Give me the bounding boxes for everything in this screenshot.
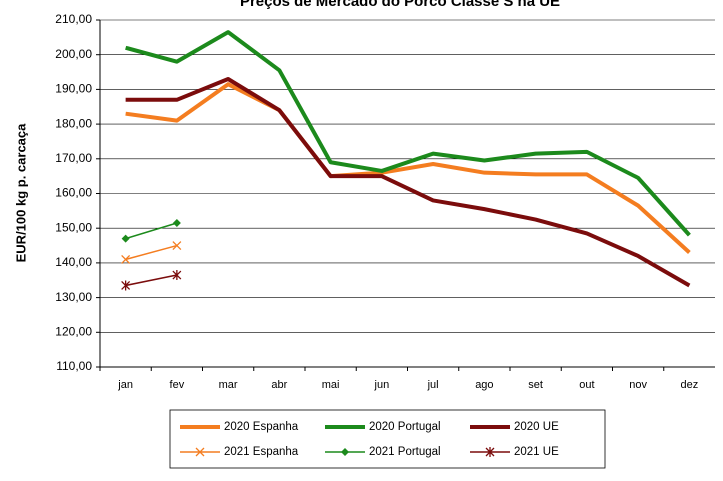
y-tick-label: 200,00 xyxy=(55,47,92,61)
y-tick-label: 180,00 xyxy=(55,116,92,130)
x-tick-label: nov xyxy=(629,379,647,391)
legend-label: 2021 Portugal xyxy=(369,446,441,458)
marker xyxy=(172,241,182,251)
x-tick-label: abr xyxy=(271,379,287,391)
legend-label: 2021 Espanha xyxy=(224,446,299,458)
marker xyxy=(121,254,131,264)
y-tick-label: 170,00 xyxy=(55,151,92,165)
series-line xyxy=(125,222,178,240)
marker xyxy=(121,234,130,243)
legend-box xyxy=(169,409,606,469)
x-tick-label: set xyxy=(528,379,543,391)
series-line xyxy=(125,274,178,287)
x-tick-label: jan xyxy=(117,379,133,391)
y-tick-label: 190,00 xyxy=(55,82,92,96)
chart-title: Preços de Mercado do Porco Classe S na U… xyxy=(240,0,560,10)
legend-label: 2020 Espanha xyxy=(224,421,299,433)
x-tick-label: jun xyxy=(374,379,390,391)
legend-label: 2021 UE xyxy=(514,446,559,458)
x-tick-label: jul xyxy=(427,379,439,391)
x-tick-label: mar xyxy=(219,379,238,391)
x-tick-label: ago xyxy=(475,379,493,391)
x-tick-label: mai xyxy=(322,379,340,391)
marker xyxy=(172,218,181,227)
y-tick-label: 160,00 xyxy=(55,186,92,200)
marker xyxy=(341,448,349,456)
y-tick-label: 120,00 xyxy=(55,324,92,338)
series-line xyxy=(125,82,691,254)
y-tick-label: 150,00 xyxy=(55,220,92,234)
series-line xyxy=(125,76,691,288)
series-line xyxy=(125,30,691,237)
marker xyxy=(121,280,131,291)
marker xyxy=(485,447,495,457)
y-axis-label: EUR/100 kg p. carcaça xyxy=(13,123,28,263)
y-tick-label: 130,00 xyxy=(55,290,92,304)
y-tick-label: 110,00 xyxy=(56,359,92,373)
x-tick-label: dez xyxy=(681,379,699,391)
legend-label: 2020 Portugal xyxy=(369,421,441,433)
y-tick-label: 140,00 xyxy=(55,255,92,269)
series-line xyxy=(125,244,178,261)
y-tick-label: 210,00 xyxy=(55,12,92,26)
legend-label: 2020 UE xyxy=(514,421,559,433)
x-tick-label: out xyxy=(579,379,594,391)
x-tick-label: fev xyxy=(170,379,185,391)
marker xyxy=(172,270,182,281)
marker xyxy=(195,447,205,457)
